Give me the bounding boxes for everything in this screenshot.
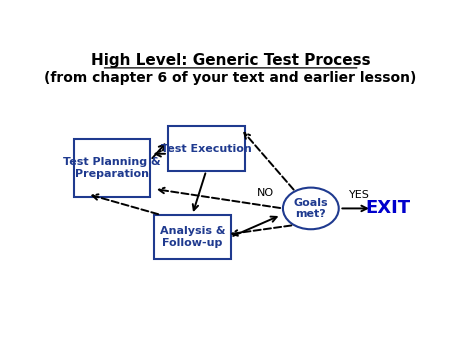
Text: Test Planning &
Preparation: Test Planning & Preparation	[63, 157, 161, 179]
Text: High Level: Generic Test Process: High Level: Generic Test Process	[91, 53, 370, 68]
Text: Goals
met?: Goals met?	[293, 198, 328, 219]
Circle shape	[283, 188, 339, 229]
Text: (from chapter 6 of your text and earlier lesson): (from chapter 6 of your text and earlier…	[45, 71, 417, 85]
FancyBboxPatch shape	[74, 140, 150, 197]
Text: Analysis &
Follow-up: Analysis & Follow-up	[159, 226, 225, 248]
Text: NO: NO	[257, 188, 274, 198]
FancyBboxPatch shape	[154, 215, 230, 259]
Text: Test Execution: Test Execution	[161, 144, 252, 153]
Text: EXIT: EXIT	[365, 199, 410, 217]
FancyBboxPatch shape	[168, 126, 245, 171]
Text: YES: YES	[349, 190, 370, 200]
